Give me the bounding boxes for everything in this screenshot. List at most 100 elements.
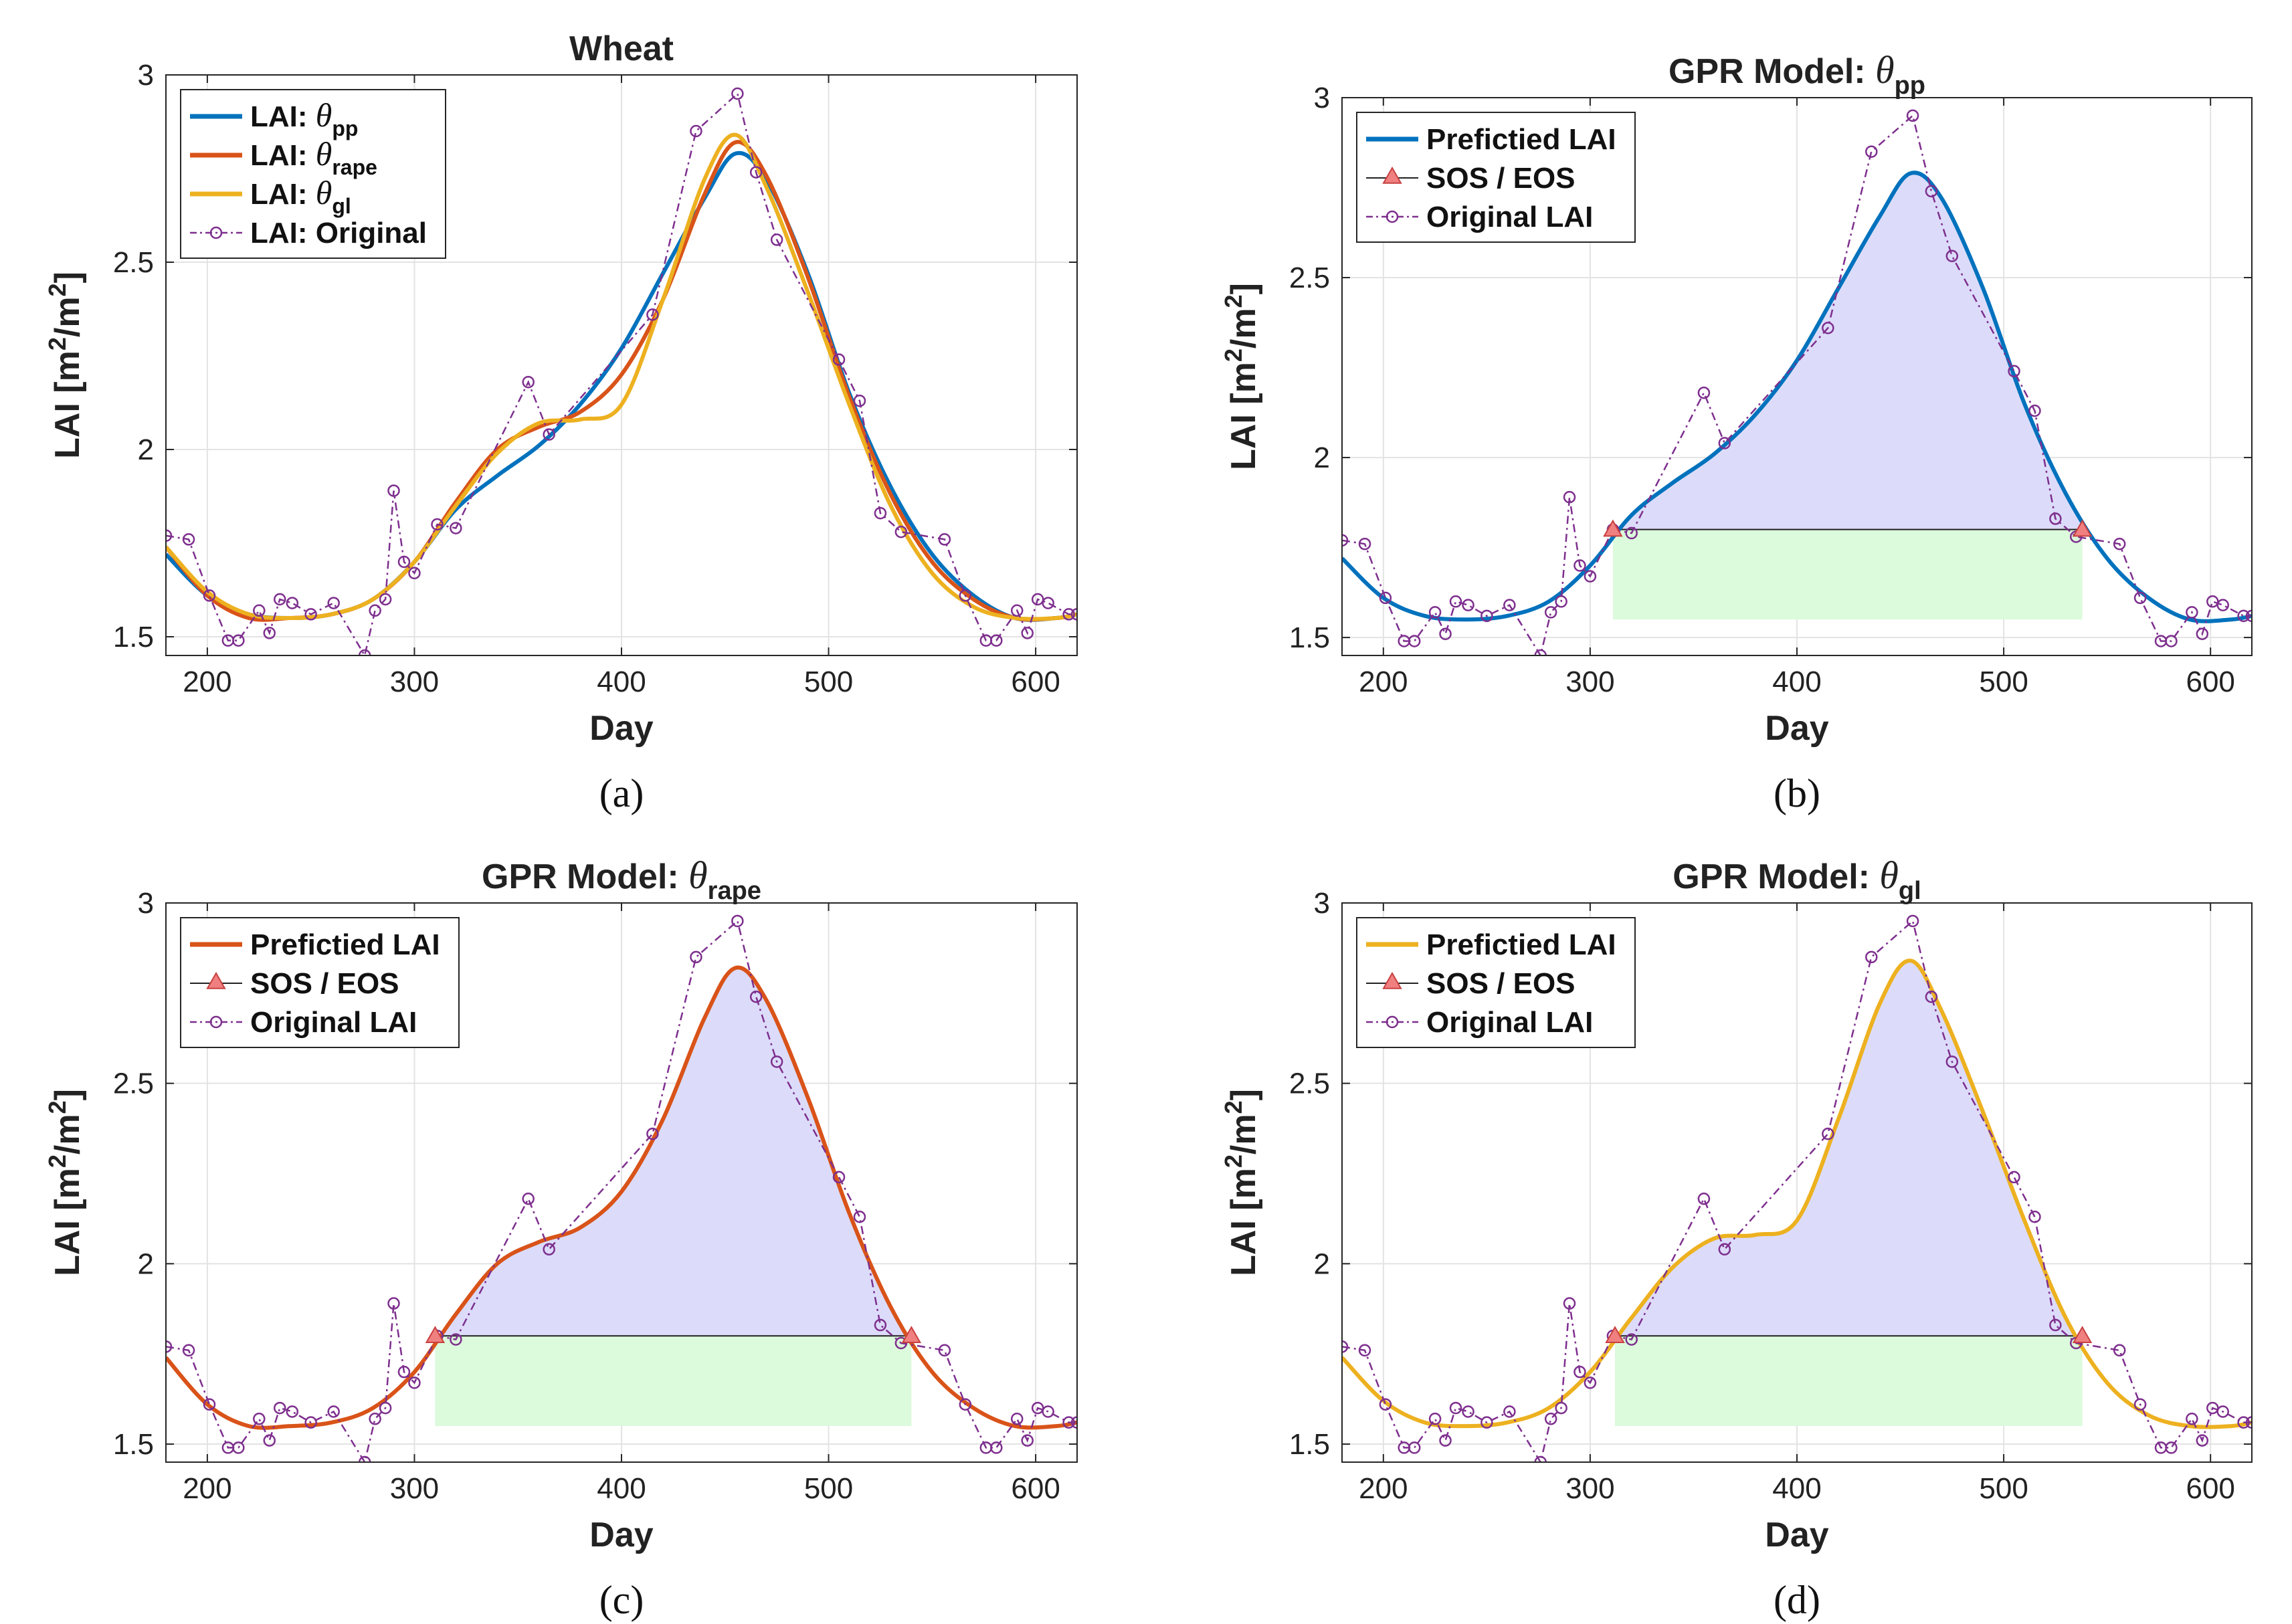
original-point — [1481, 1416, 1493, 1429]
legend: Prefictied LAI SOS / EOS Original LAI — [1356, 112, 1636, 243]
original-point — [1906, 914, 1919, 928]
original-point — [1555, 595, 1567, 608]
series-line-0 — [1342, 171, 2252, 623]
original-point — [894, 1336, 908, 1350]
original-point — [1822, 322, 1834, 334]
panel-d: 200 300 400 500 600 1.5 2 2.5 3 GPR Model: θgl Day… — [1220, 853, 2253, 1622]
original-point — [1544, 1413, 1557, 1425]
original-point — [274, 1401, 286, 1415]
original-point — [1945, 249, 1959, 262]
eos-marker — [2072, 1326, 2093, 1343]
original-point — [1042, 597, 1054, 609]
original-point — [1010, 604, 1024, 617]
original-point — [379, 1401, 392, 1415]
original-point — [408, 1377, 421, 1389]
original-point — [832, 1171, 846, 1184]
eos-marker — [901, 1326, 922, 1343]
x-tick-label: 600 — [1011, 666, 1060, 698]
original-point — [959, 1398, 972, 1411]
panel-caption: (d) — [1774, 1578, 1820, 1622]
original-point — [1945, 1055, 1959, 1068]
original-point — [2165, 1441, 2178, 1454]
original-point — [2028, 1210, 2041, 1223]
panel-a: 200 300 400 500 600 1.5 2 2.5 3 Wheat Day LAI [m2/m… — [43, 29, 1078, 815]
original-point — [1563, 1297, 1576, 1310]
series-line-0 — [166, 965, 1077, 1430]
original-point — [2008, 365, 2020, 378]
original-point — [232, 634, 245, 647]
original-point — [431, 518, 444, 531]
panel-title: Wheat — [569, 29, 674, 68]
series-line-0 — [1342, 958, 2252, 1429]
original-point — [166, 529, 173, 542]
original-point — [1573, 1365, 1586, 1379]
original-point — [1379, 1398, 1392, 1411]
legend-label: LAI: θrape — [250, 135, 377, 179]
original-point — [327, 1405, 340, 1418]
original-point — [397, 1365, 411, 1379]
x-tick-label: 500 — [804, 1472, 853, 1505]
original-point — [1584, 570, 1597, 583]
legend-marker-circle — [1386, 1015, 1399, 1029]
y-tick-label: 3 — [1314, 82, 1330, 114]
original-point — [397, 555, 411, 569]
original-point — [263, 1434, 276, 1447]
legend-label: SOS / EOS — [1426, 967, 1575, 1000]
x-tick-label: 400 — [597, 1472, 646, 1505]
series-line-2 — [166, 132, 1077, 621]
y-tick-label: 3 — [1314, 887, 1330, 920]
legend-label: Original LAI — [1426, 1006, 1593, 1039]
sos-marker — [425, 1326, 446, 1343]
original-point — [2245, 1416, 2252, 1429]
x-tick-label: 300 — [1565, 1472, 1614, 1505]
original-point — [1428, 606, 1442, 619]
season-area — [1615, 960, 2083, 1346]
x-axis-label: Day — [589, 1516, 653, 1554]
x-tick-label: 200 — [183, 666, 231, 698]
x-tick-label: 600 — [1011, 1472, 1060, 1505]
original-point — [2049, 512, 2062, 525]
original-point — [1573, 559, 1586, 572]
plot-area — [1342, 914, 2252, 1462]
x-tick-label: 600 — [2186, 666, 2234, 698]
original-point — [2133, 1398, 2147, 1411]
legend-label: Original LAI — [1426, 201, 1593, 233]
original-point — [938, 533, 951, 546]
original-point — [2049, 1318, 2062, 1332]
original-point — [1408, 1441, 1421, 1454]
legend-marker-triangle — [1382, 971, 1402, 989]
sos-marker — [1603, 519, 1623, 537]
original-point — [938, 1344, 951, 1357]
original-point — [1462, 599, 1474, 611]
original-point — [1584, 1377, 1597, 1389]
base-band — [435, 1336, 912, 1427]
original-point — [358, 649, 371, 655]
original-point — [894, 525, 908, 538]
legend-marker-triangle — [1382, 166, 1402, 184]
y-tick-label: 1.5 — [1289, 1428, 1330, 1461]
y-tick-label: 3 — [138, 59, 154, 92]
original-point — [2237, 1416, 2250, 1429]
original-point — [770, 233, 783, 246]
original-point — [2165, 635, 2178, 647]
plot-area — [166, 914, 1077, 1462]
eos-marker — [2072, 519, 2093, 537]
original-point — [1021, 627, 1034, 639]
original-point — [1449, 595, 1462, 608]
original-point — [1439, 627, 1452, 640]
y-tick-label: 2.5 — [113, 1068, 154, 1100]
y-tick-label: 2.5 — [1289, 262, 1330, 294]
original-point — [522, 1193, 535, 1205]
original-point — [1925, 990, 1938, 1003]
original-point — [731, 914, 744, 928]
panel-caption: (a) — [599, 771, 644, 815]
original-point — [990, 634, 1003, 647]
original-point — [369, 1413, 381, 1425]
original-point — [2216, 599, 2229, 611]
series-original-line — [1342, 919, 2252, 1462]
original-point — [1544, 606, 1557, 619]
original-point — [2237, 609, 2250, 623]
original-point — [646, 1127, 659, 1140]
original-point — [1379, 591, 1392, 605]
original-point — [874, 1318, 887, 1332]
